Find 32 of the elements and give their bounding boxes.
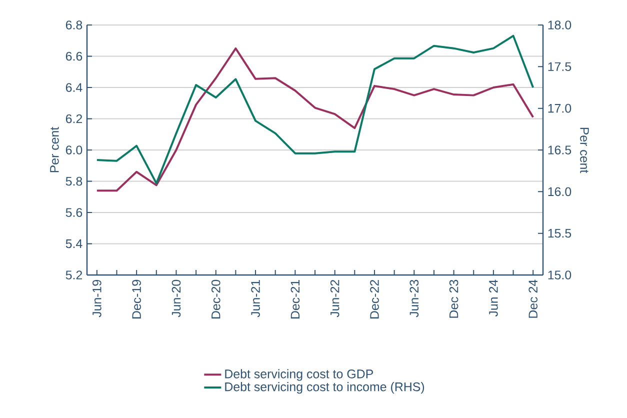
y2-axis-title: Per cent xyxy=(580,128,589,174)
y-tick-label: 6.4 xyxy=(66,83,82,92)
y2-tick-label: 16.0 xyxy=(548,187,572,196)
y2-tick-label: 15.0 xyxy=(548,270,572,280)
y-tick-label: 6.6 xyxy=(66,52,82,61)
y-tick-label: 5.8 xyxy=(66,176,82,186)
legend-label: Debt servicing cost to GDP xyxy=(225,369,373,381)
y-tick-label: 5.2 xyxy=(66,270,82,280)
legend-label: Debt servicing cost to income (RHS) xyxy=(225,382,424,394)
x-tick-label: Dec-20 xyxy=(211,280,220,318)
y-tick-label: 6.8 xyxy=(66,20,82,30)
y-tick-label: 6.0 xyxy=(66,146,82,154)
y-axis-title: Per cent xyxy=(50,126,59,172)
x-tick-label: Jun-23 xyxy=(410,280,419,318)
x-tick-label: Jun-20 xyxy=(172,280,181,318)
y2-tick-label: 17.0 xyxy=(548,104,572,113)
y2-tick-label: 17.5 xyxy=(548,62,572,72)
x-tick-label: Jun-21 xyxy=(251,280,260,318)
x-tick-label: Dec-19 xyxy=(132,280,141,318)
x-tick-label: Jun 24 xyxy=(489,280,498,317)
y2-tick-label: 15.5 xyxy=(548,228,572,238)
y-tick-label: 6.2 xyxy=(66,114,82,124)
y2-tick-label: 18.0 xyxy=(548,20,572,30)
y2-tick-label: 16.5 xyxy=(548,146,572,154)
y-tick-label: 5.4 xyxy=(66,239,82,248)
y-tick-label: 5.6 xyxy=(66,208,82,217)
x-tick-label: Dec-22 xyxy=(370,280,379,318)
x-tick-label: Dec-21 xyxy=(290,280,300,318)
x-tick-label: Jun-19 xyxy=(92,280,102,318)
x-tick-label: Jun-22 xyxy=(330,280,340,318)
x-tick-label: Dec 23 xyxy=(449,280,458,318)
x-tick-label: Dec 24 xyxy=(528,280,538,318)
